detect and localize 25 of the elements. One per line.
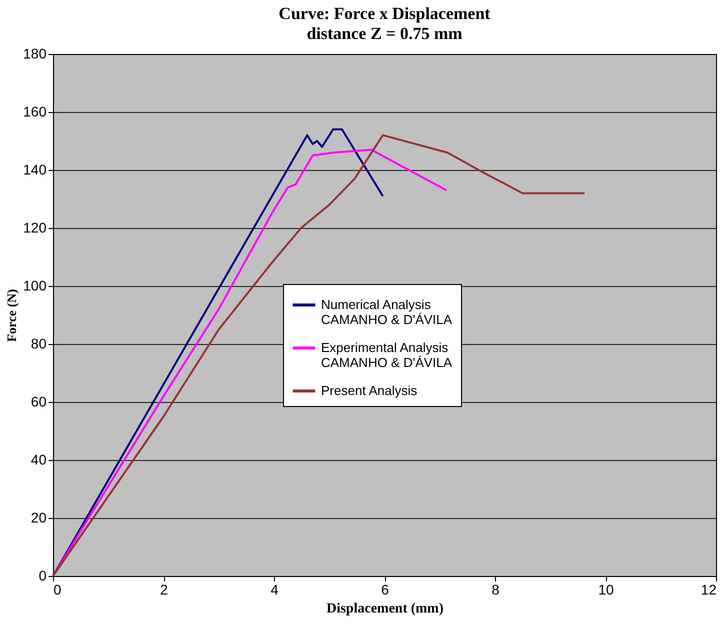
x-tick-label: 10 — [598, 582, 614, 598]
legend-label: Present Analysis — [321, 383, 418, 398]
y-tick-label: 60 — [30, 394, 47, 410]
legend-label: Numerical Analysis CAMANHO & D'ÁVILA — [321, 297, 452, 327]
y-tick-label: 140 — [23, 162, 47, 178]
x-axis-title: Displacement (mm) — [326, 602, 444, 616]
y-tick-label: 20 — [30, 510, 47, 526]
chart-subtitle: distance Z = 0.75 mm — [306, 24, 462, 43]
y-tick-label: 80 — [30, 336, 47, 352]
legend-label: Experimental Analysis CAMANHO & D'ÁVILA — [321, 340, 452, 370]
y-axis-title: Force (N) — [4, 289, 20, 342]
y-tick-label: 0 — [38, 568, 47, 584]
y-tick-label: 180 — [23, 46, 47, 62]
x-tick-label: 12 — [700, 582, 717, 598]
line-series — [52, 134, 586, 577]
x-tick-label: 6 — [381, 582, 390, 598]
x-tick-label: 4 — [270, 582, 279, 598]
x-tick-label: 0 — [54, 582, 62, 598]
x-tick-label: 2 — [160, 582, 168, 598]
y-tick-label: 120 — [23, 220, 47, 236]
y-tick-label: 160 — [23, 104, 47, 120]
chart-title: Curve: Force x Displacement — [278, 4, 491, 23]
x-tick-label: 8 — [492, 582, 500, 598]
y-tick-label: 100 — [23, 278, 47, 294]
y-tick-label: 40 — [30, 452, 47, 468]
